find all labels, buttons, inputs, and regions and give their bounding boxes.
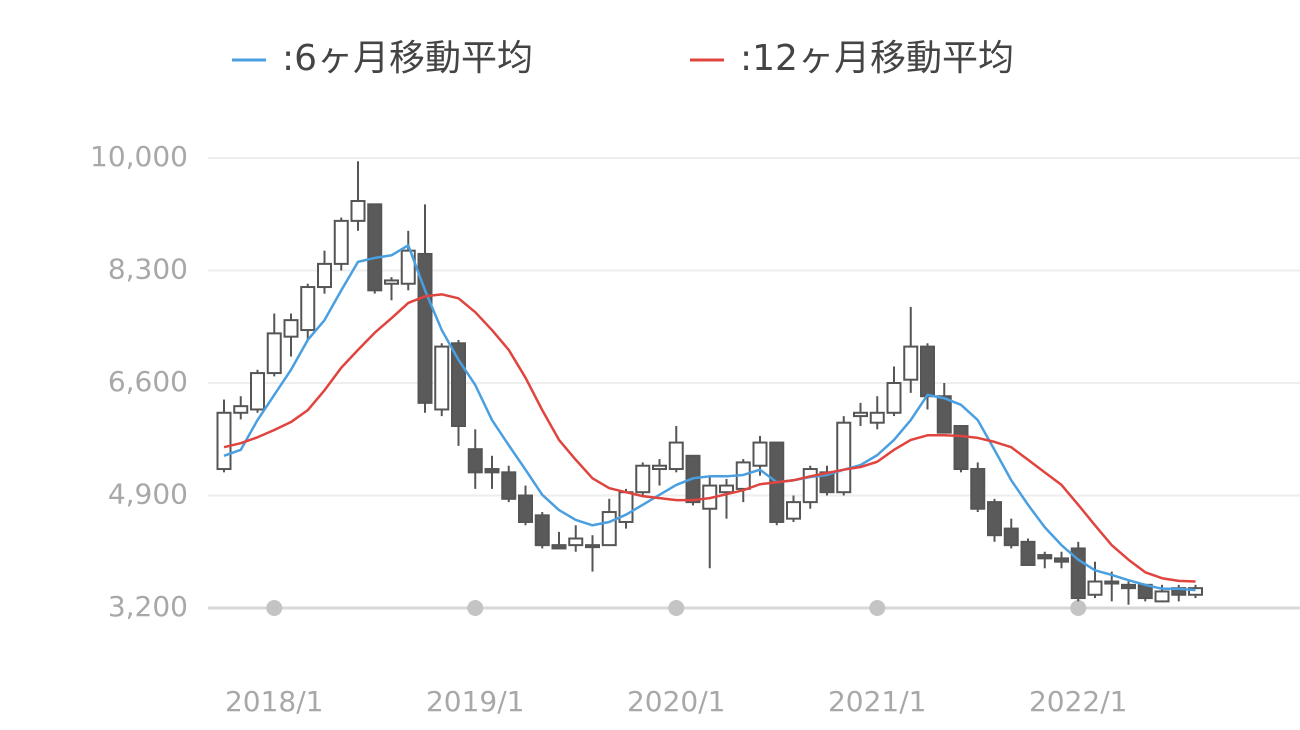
candle-body — [300, 286, 316, 332]
candle-body — [1020, 540, 1036, 566]
candle-body — [1121, 583, 1136, 590]
candle-body — [467, 448, 483, 474]
candle-body — [233, 405, 249, 414]
candle-body — [501, 471, 517, 500]
candle-body — [400, 249, 416, 285]
candle-body — [987, 501, 1002, 537]
tick-dot — [266, 600, 283, 616]
candle-body — [953, 425, 969, 471]
candle-body — [668, 441, 684, 471]
candle-body — [869, 411, 885, 424]
y-tick-label: 3,200 — [108, 590, 188, 623]
candle-body — [1154, 590, 1170, 603]
candle-body — [451, 342, 466, 428]
x-tick-label: 2019/1 — [426, 685, 525, 718]
candle-body — [802, 468, 818, 504]
candle-body — [635, 464, 651, 494]
tick-dot — [668, 600, 685, 616]
candle-body — [568, 537, 584, 547]
line — [223, 293, 1196, 583]
tick-dot — [467, 600, 484, 616]
candle-body — [417, 252, 433, 404]
candle-body — [786, 501, 801, 520]
y-tick-label: 10,000 — [90, 140, 188, 173]
x-tick-label: 2021/1 — [828, 685, 927, 718]
candle-body — [970, 468, 986, 510]
candle-body — [484, 468, 500, 474]
y-tick-label: 6,600 — [108, 365, 188, 398]
candle-body — [384, 279, 399, 285]
candle-body — [719, 484, 734, 494]
y-tick-label: 4,900 — [108, 478, 188, 511]
candle-body — [333, 219, 349, 265]
x-tick-label: 2018/1 — [225, 685, 324, 718]
candle-body — [250, 372, 265, 411]
candle-body — [551, 544, 567, 550]
line — [223, 244, 1196, 592]
candle-body — [317, 262, 332, 289]
candle-body — [903, 345, 919, 381]
candle-body — [350, 200, 366, 222]
y-tick-label: 8,300 — [108, 253, 188, 286]
candle-body — [853, 411, 868, 418]
candle-body — [1188, 587, 1203, 596]
candle-body — [283, 319, 299, 338]
candle-body — [836, 421, 852, 494]
candle-body — [1003, 527, 1019, 547]
candle-body — [1037, 554, 1053, 560]
legend-label: :6ヶ月移動平均 — [282, 38, 533, 79]
candle-body — [534, 514, 550, 547]
tick-dot — [1070, 600, 1087, 616]
x-tick-label: 2022/1 — [1029, 685, 1128, 718]
candle-body — [585, 544, 600, 549]
x-tick-label: 2020/1 — [627, 685, 726, 718]
candle-body — [367, 203, 383, 292]
candle-body — [752, 441, 768, 467]
candle-body — [886, 382, 902, 414]
legend-label: :12ヶ月移動平均 — [740, 38, 1014, 79]
candle-body — [652, 464, 667, 471]
candle-body — [266, 332, 282, 375]
candle-body — [1087, 580, 1103, 596]
candle-body — [1054, 557, 1069, 563]
candle-body — [1104, 580, 1120, 585]
tick-dot — [869, 600, 886, 616]
candle-body — [936, 395, 952, 434]
candle-body — [216, 411, 232, 471]
candle-body — [920, 345, 935, 398]
candle-body — [601, 511, 617, 547]
candle-body — [518, 494, 533, 523]
candle-body — [434, 345, 450, 411]
